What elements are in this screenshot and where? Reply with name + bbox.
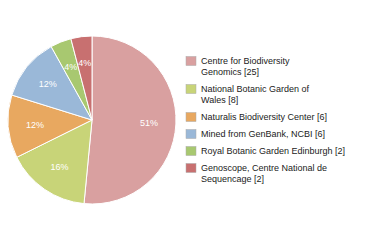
- legend-swatch: [186, 147, 196, 156]
- pie-slice: [71, 36, 92, 120]
- chart-svg: 51% 16% 12% 12% 4%4% Centre for BiodiversityG…: [0, 0, 380, 240]
- legend: Centre for BiodiversityGenomics [25] Nati…: [186, 56, 345, 184]
- pie-slice: [84, 36, 176, 204]
- slice-label: 4%: [78, 58, 91, 68]
- slice-label: 51%: [140, 118, 158, 128]
- legend-label: Centre for BiodiversityGenomics [25]: [201, 56, 290, 77]
- legend-label: Naturalis Biodiversity Center [6]: [201, 112, 327, 122]
- background: [0, 0, 380, 240]
- legend-swatch: [186, 85, 196, 94]
- slice-label: 12%: [39, 79, 57, 89]
- slice-label: 12%: [26, 120, 44, 130]
- legend-swatch: [186, 130, 196, 139]
- slice-label: 4%: [64, 62, 77, 72]
- legend-label: Royal Botanic Garden Edinburgh [2]: [201, 146, 345, 156]
- slices: [8, 36, 176, 204]
- legend-label: Mined from GenBank, NCBI [6]: [201, 129, 325, 139]
- chart-container: 51% 16% 12% 12% 4%4% Centre for BiodiversityG…: [0, 0, 380, 240]
- legend-swatch: [186, 113, 196, 122]
- slice-label: 16%: [51, 162, 69, 172]
- legend-label: National Botanic Garden ofWales [8]: [201, 84, 310, 105]
- slice-labels: 51% 16% 12% 12% 4%4%: [26, 58, 158, 172]
- legend-label: Genoscope, Centre National deSequencage …: [201, 163, 327, 184]
- legend-swatch: [186, 164, 196, 173]
- legend-swatch: [186, 57, 196, 66]
